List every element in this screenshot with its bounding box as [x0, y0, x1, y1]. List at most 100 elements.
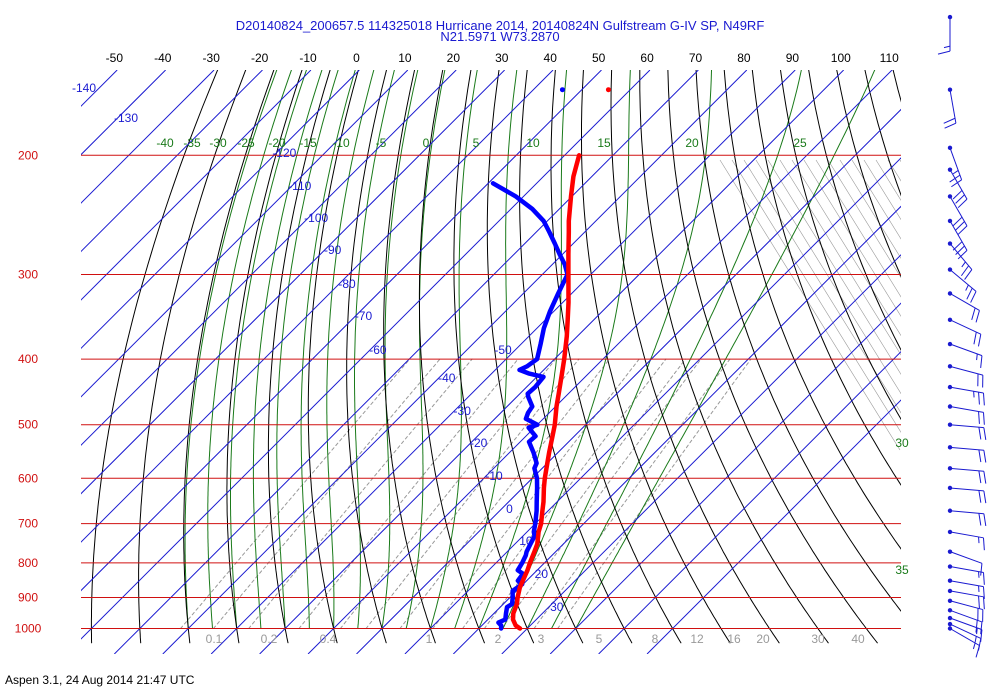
mixing-ratio-hatch [755, 159, 901, 395]
footer-text: Aspen 3.1, 24 Aug 2014 21:47 UTC [5, 673, 195, 687]
temperature-trace [510, 153, 582, 631]
moist-adiabat [326, 70, 375, 629]
dewpoint-marker [559, 87, 565, 93]
mixing-ratio-line [339, 358, 557, 629]
wind-barb-staff [949, 89, 957, 124]
top-tick-label: -20 [251, 51, 269, 65]
wind-barb-feather [975, 620, 978, 633]
wind-barb-staff [949, 600, 983, 611]
dry-adiabat [892, 70, 901, 103]
isotherm-label: 0 [506, 502, 513, 516]
wind-barb [947, 422, 987, 440]
wind-barb-feather [983, 490, 987, 504]
isotherm-line [356, 108, 901, 654]
wind-barb-half-feather [976, 353, 978, 361]
wind-barb-half-feather [952, 169, 959, 175]
wind-barb-feather [973, 331, 977, 345]
wind-barb-half-feather [965, 284, 969, 291]
wind-barb-half-feather [974, 636, 977, 643]
pressure-label: 300 [18, 268, 38, 282]
wind-barb-staff [949, 196, 968, 227]
isotherm-line [598, 350, 901, 654]
isotherm-label: -50 [494, 343, 512, 357]
wind-barb [947, 578, 985, 599]
wind-barb-feather [982, 537, 985, 551]
sounding-profiles [490, 153, 582, 631]
mixing-ratio-hatch [743, 159, 901, 414]
wind-barb [947, 218, 968, 260]
moist-adiabat [551, 70, 802, 629]
wind-barb-feather [955, 245, 965, 255]
wind-barb [947, 241, 973, 280]
wind-barb [947, 598, 984, 622]
moist-adiabat-label: 15 [597, 136, 611, 150]
wind-barb-feather [980, 563, 983, 576]
moist-adiabat-label: -35 [183, 136, 201, 150]
top-tick-label: 0 [353, 51, 360, 65]
wind-barb-feather [982, 572, 985, 585]
wind-barbs [937, 14, 987, 658]
mixing-ratio-hatch [767, 159, 901, 375]
dry-adiabat [550, 70, 682, 644]
wind-barb [947, 364, 984, 388]
moist-adiabat-label: 5 [473, 136, 480, 150]
wind-barb [947, 508, 987, 527]
wind-barb-feather [978, 392, 980, 405]
chart-title: D20140824_200657.5 114325018 Hurricane 2… [235, 18, 765, 33]
mixing-ratio-hatch [839, 159, 901, 259]
moist-adiabat-label: 0 [423, 136, 430, 150]
wind-barb-staff [949, 580, 984, 588]
wind-barb [947, 466, 987, 484]
top-tick-label: -50 [106, 51, 124, 65]
wind-barb-staff [949, 424, 984, 429]
wind-barb-feather [975, 310, 980, 323]
moist-adiabat [381, 70, 419, 629]
dry-adiabat [610, 70, 780, 644]
mixing-ratio-label: 16 [727, 632, 741, 646]
isotherm-line [453, 205, 901, 654]
top-tick-label: -30 [203, 51, 221, 65]
top-tick-label: 30 [495, 51, 509, 65]
wind-barb-feather [949, 174, 961, 183]
wind-barb-staff [949, 386, 984, 394]
mixing-ratio-hatch [863, 159, 901, 221]
wind-barb [947, 167, 968, 209]
wind-barb-staff [949, 319, 982, 335]
wind-barb-feather [964, 269, 973, 280]
isotherm-line [81, 70, 602, 592]
dry-adiabat [808, 70, 901, 352]
wind-barb-feather [971, 307, 976, 321]
mixing-ratio-hatch [803, 159, 901, 317]
wind-barb [947, 384, 985, 406]
isobars [81, 154, 901, 629]
mixing-ratio-hatch [887, 159, 901, 182]
dry-adiabat [226, 70, 303, 644]
wind-barb-feather [978, 595, 980, 609]
isotherm-line [113, 70, 699, 654]
top-tick-label: -10 [299, 51, 317, 65]
moist-adiabat [478, 70, 568, 629]
isotherm-label: -100 [304, 211, 328, 225]
wind-barb [943, 87, 957, 129]
moist-adiabat [526, 70, 713, 629]
moist-adiabat [429, 70, 478, 629]
dry-adiabats [90, 70, 901, 644]
wind-barb-feather [978, 470, 982, 484]
top-tick-label: 110 [880, 51, 899, 65]
wind-barb-station [947, 364, 953, 369]
wind-barb-feather [983, 450, 987, 463]
isotherm-line [549, 302, 901, 654]
moist-adiabat-label: -20 [268, 136, 286, 150]
wind-barb-station [947, 291, 953, 296]
isotherm-line [501, 254, 901, 654]
mixing-ratio-line [298, 358, 519, 629]
isotherm-line [81, 70, 554, 543]
wind-barb-staff [949, 343, 983, 357]
wind-barb-feather [966, 287, 973, 300]
top-tick-label: 50 [592, 51, 606, 65]
dry-adiabat [836, 70, 901, 278]
wind-barb-feather [978, 449, 982, 463]
moist-adiabat [252, 70, 323, 629]
isotherm-label: -90 [324, 243, 342, 257]
top-tick-label: 60 [640, 51, 654, 65]
